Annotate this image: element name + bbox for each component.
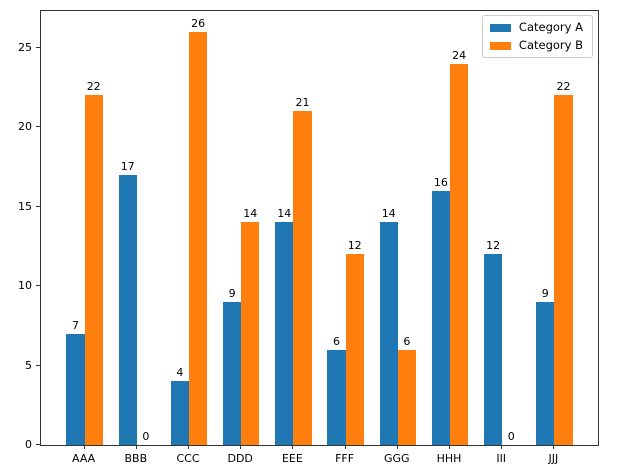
y-tick-label: 15 bbox=[18, 199, 32, 213]
bar-value-label: 9 bbox=[228, 286, 236, 300]
x-tick-mark bbox=[449, 445, 450, 449]
x-tick-label: AAA bbox=[72, 452, 96, 465]
bar bbox=[345, 254, 364, 445]
y-tick-mark bbox=[36, 364, 40, 366]
y-tick-label: 20 bbox=[18, 120, 32, 134]
bar-value-label: 0 bbox=[142, 430, 150, 443]
y-tick-mark bbox=[36, 285, 40, 286]
bar bbox=[554, 95, 573, 445]
x-tick-mark bbox=[292, 445, 294, 449]
y-tick-label: 25 bbox=[18, 40, 32, 54]
bar bbox=[275, 222, 294, 445]
bar bbox=[536, 301, 555, 445]
bar-value-label: 21 bbox=[295, 96, 310, 110]
bar bbox=[483, 254, 503, 445]
bar bbox=[327, 349, 346, 445]
bar-value-label: 9 bbox=[541, 286, 549, 300]
bar-value-label: 14 bbox=[381, 207, 396, 221]
bar-value-label: 22 bbox=[556, 80, 571, 94]
x-tick-mark bbox=[188, 445, 189, 449]
x-tick-label: CCC bbox=[176, 452, 200, 465]
x-tick-label: BBB bbox=[124, 452, 148, 465]
x-tick-mark bbox=[553, 445, 555, 449]
bar bbox=[170, 381, 189, 445]
y-tick-mark bbox=[36, 444, 40, 445]
bar-value-label: 4 bbox=[176, 366, 184, 380]
x-tick-label: FFF bbox=[335, 452, 355, 465]
legend-label-category-a: Category A bbox=[518, 20, 583, 34]
x-tick-mark bbox=[240, 445, 242, 449]
x-tick-mark bbox=[501, 445, 503, 449]
y-tick-label: 0 bbox=[25, 438, 32, 451]
bar-value-label: 7 bbox=[72, 318, 79, 332]
y-tick-mark bbox=[36, 205, 40, 207]
x-tick-label: EEE bbox=[281, 452, 303, 465]
bar-value-label: 17 bbox=[120, 159, 135, 173]
bar bbox=[222, 301, 242, 445]
bar-value-label: 0 bbox=[507, 430, 515, 443]
category-a-swatch-icon bbox=[489, 23, 511, 32]
x-tick-label: DDD bbox=[227, 452, 253, 465]
x-tick-label: III bbox=[496, 452, 507, 465]
bar bbox=[431, 190, 450, 445]
bar-value-label: 6 bbox=[403, 334, 411, 348]
x-tick-label: HHH bbox=[436, 452, 462, 465]
y-tick-mark bbox=[36, 46, 40, 48]
bar bbox=[66, 333, 85, 445]
bar-value-label: 6 bbox=[333, 334, 340, 348]
bar bbox=[293, 111, 312, 445]
x-tick-mark bbox=[83, 445, 85, 449]
bar bbox=[118, 174, 137, 445]
y-tick-label: 10 bbox=[18, 279, 32, 292]
x-tick-mark bbox=[344, 445, 346, 449]
x-tick-mark bbox=[396, 445, 398, 449]
bar-value-label: 26 bbox=[191, 16, 206, 30]
plot-area: Category A Category B 7 22 17 0 4 26 9 14 14 21 6 1… bbox=[40, 10, 599, 446]
bar bbox=[189, 31, 208, 445]
x-tick-label: GGG bbox=[384, 452, 410, 465]
bar-value-label: 14 bbox=[243, 207, 258, 221]
bar bbox=[84, 95, 103, 445]
bar bbox=[379, 222, 398, 445]
legend: Category A Category B bbox=[481, 15, 593, 59]
bar-value-label: 24 bbox=[452, 48, 467, 62]
bar-value-label: 12 bbox=[347, 239, 362, 253]
x-tick-label: JJJ bbox=[548, 452, 559, 465]
bar bbox=[397, 349, 417, 445]
x-tick-mark bbox=[135, 445, 137, 449]
bar-value-label: 14 bbox=[277, 207, 292, 221]
y-tick-mark bbox=[36, 126, 40, 128]
category-b-swatch-icon bbox=[489, 41, 511, 50]
legend-item-category-a: Category A bbox=[489, 20, 583, 34]
bar-value-label: 12 bbox=[486, 239, 501, 253]
bar bbox=[241, 222, 260, 445]
bar bbox=[450, 63, 469, 445]
legend-item-category-b: Category B bbox=[489, 38, 583, 53]
bar-value-label: 16 bbox=[433, 175, 448, 189]
bar-value-label: 22 bbox=[86, 80, 101, 94]
y-tick-label: 5 bbox=[25, 358, 32, 372]
legend-label-category-b: Category B bbox=[518, 38, 583, 53]
